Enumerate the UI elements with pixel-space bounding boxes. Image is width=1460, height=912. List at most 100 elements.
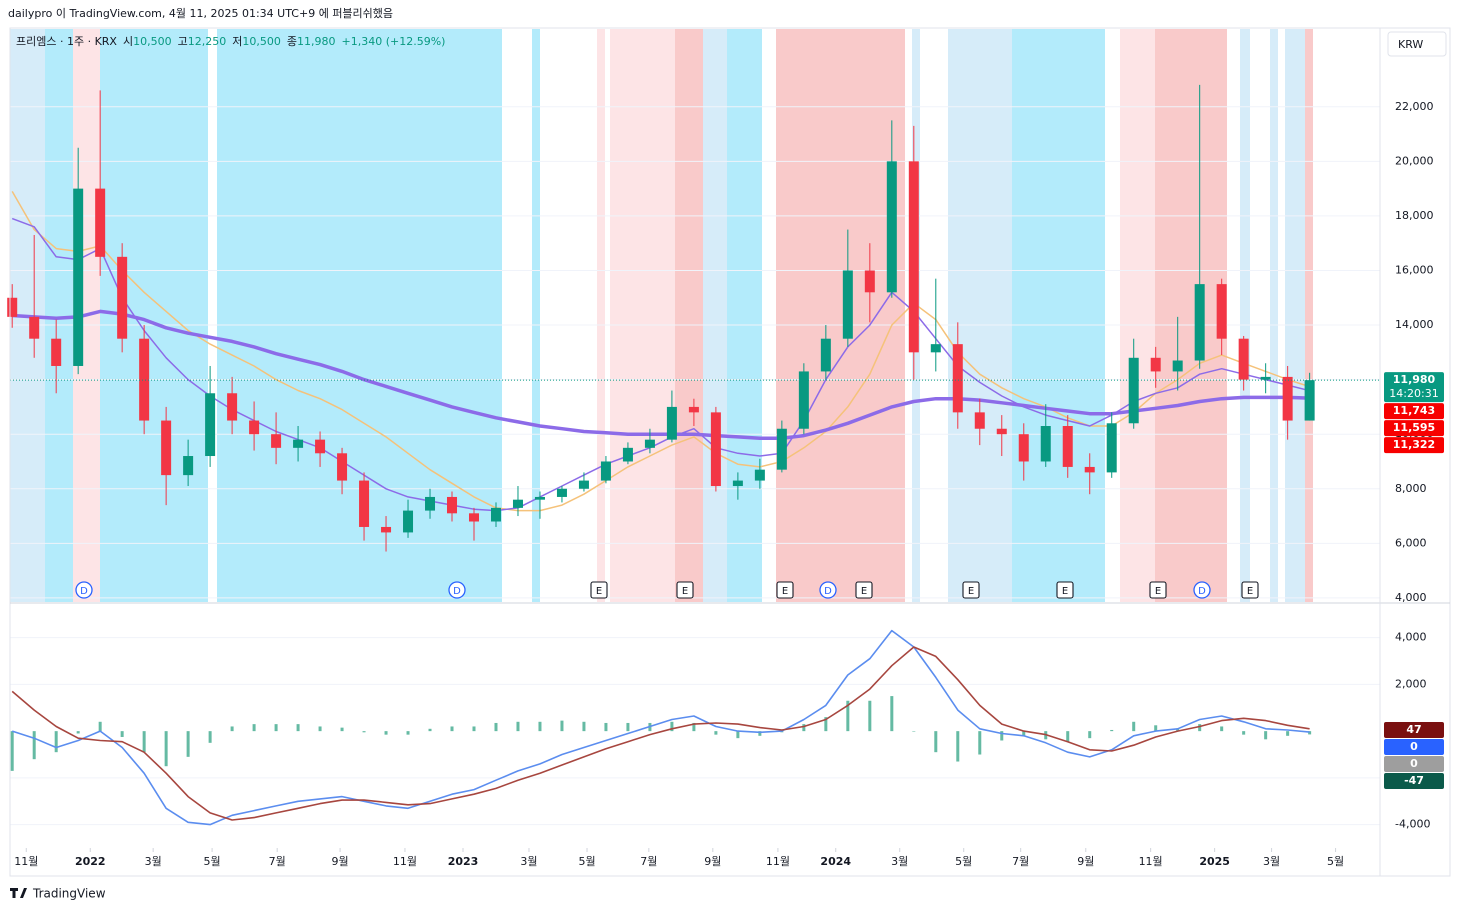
x-tick-label: 7월 xyxy=(269,855,286,868)
histogram-bar xyxy=(384,731,388,735)
price-badge-label: 47 xyxy=(1406,723,1421,736)
price-badge-label: -47 xyxy=(1404,774,1424,787)
histogram-bar xyxy=(912,731,916,732)
histogram-bar xyxy=(1088,731,1092,739)
candle-body xyxy=(710,412,721,487)
candle-body xyxy=(534,496,545,500)
price-badge xyxy=(1384,722,1444,739)
event-marker xyxy=(1241,581,1259,599)
histogram-bar xyxy=(252,724,256,732)
moving-average-line xyxy=(11,191,1310,512)
candle-body xyxy=(161,420,172,476)
histogram-bar xyxy=(98,721,102,732)
x-tick-label: 11월 xyxy=(766,855,790,868)
price-badge xyxy=(1384,739,1444,756)
histogram-bar xyxy=(340,727,344,732)
histogram-bar xyxy=(846,700,850,732)
candle-body xyxy=(622,447,633,462)
histogram-bar xyxy=(230,726,234,732)
y-tick-label: 18,000 xyxy=(1395,209,1434,222)
candle-body xyxy=(117,256,128,339)
signal-band xyxy=(776,29,905,602)
x-tick-label: 5월 xyxy=(204,855,221,868)
histogram-bar xyxy=(890,696,894,732)
signal-band xyxy=(1120,29,1155,602)
price-badge-label: 11,743 xyxy=(1393,404,1435,417)
candle-body xyxy=(468,513,479,522)
histogram-bar xyxy=(802,724,806,732)
candle-body xyxy=(139,338,150,421)
candle-body xyxy=(29,316,40,339)
open-label: 시 xyxy=(123,35,133,48)
event-label: E xyxy=(1062,586,1068,597)
candle-body xyxy=(842,270,853,339)
candle-body xyxy=(315,439,326,454)
candle-body xyxy=(293,439,304,448)
histogram-bar xyxy=(516,721,520,732)
y-tick-label: 8,000 xyxy=(1395,482,1427,495)
macd-line xyxy=(11,629,1310,826)
histogram-bar xyxy=(1154,725,1158,732)
candle-body xyxy=(1128,357,1139,424)
histogram-bar xyxy=(318,726,322,732)
y-tick-label: -4,000 xyxy=(1395,818,1430,831)
histogram-bar xyxy=(428,728,432,732)
signal-band xyxy=(727,29,762,602)
candle-body xyxy=(600,461,611,481)
candle-body xyxy=(886,161,897,293)
candle-body xyxy=(447,496,458,514)
candle-body xyxy=(1194,284,1205,361)
histogram-bar xyxy=(1132,721,1136,732)
change: +1,340 (+12.59%) xyxy=(341,35,445,48)
candle-body xyxy=(490,507,501,522)
price-badge-label: 0 xyxy=(1410,757,1418,770)
histogram-bar xyxy=(1000,731,1004,741)
histogram-bar xyxy=(560,720,564,732)
event-marker xyxy=(590,581,608,599)
x-tick-label: 2022 xyxy=(75,855,106,868)
histogram-bar xyxy=(538,721,542,732)
histogram-bar xyxy=(1286,731,1290,736)
candle-body xyxy=(776,428,787,470)
candle-body xyxy=(51,338,62,366)
histogram-bar xyxy=(1066,731,1070,742)
histogram-bar xyxy=(1176,728,1180,732)
histogram-bar xyxy=(406,731,410,735)
price-badge-label: 11,595 xyxy=(1393,421,1435,434)
event-marker xyxy=(776,581,794,599)
low-label: 저 xyxy=(232,35,242,48)
currency-button[interactable] xyxy=(1387,31,1447,57)
event-marker xyxy=(1149,581,1167,599)
signal-band xyxy=(597,29,605,602)
candle-body xyxy=(578,480,589,489)
price-badge xyxy=(1384,372,1444,403)
candle-body xyxy=(1150,357,1161,372)
price-badge xyxy=(1384,403,1444,420)
symbol: 프리엠스 · 1주 · KRX xyxy=(16,35,117,48)
candle-body xyxy=(1106,423,1117,473)
signal-band xyxy=(703,29,727,602)
candle-body xyxy=(1216,284,1227,339)
x-tick-label: 3월 xyxy=(520,855,537,868)
candle-body xyxy=(183,456,194,476)
y-tick-label: 4,000 xyxy=(1395,631,1427,644)
event-label: D xyxy=(80,586,88,597)
histogram-bar xyxy=(934,731,938,753)
histogram-bar xyxy=(978,731,982,755)
y-tick-label: 2,000 xyxy=(1395,677,1427,690)
candle-body xyxy=(271,434,282,448)
signal-band xyxy=(1270,29,1278,602)
candle-body xyxy=(798,371,809,429)
candle-body xyxy=(930,344,941,353)
candle-body xyxy=(864,270,875,293)
event-marker xyxy=(819,581,837,599)
event-label: D xyxy=(824,586,832,597)
currency[interactable]: KRW xyxy=(1398,38,1423,51)
plot: 4,0006,0008,00010,00012,00014,00016,0001… xyxy=(7,84,1444,868)
brand-logo xyxy=(10,888,27,898)
y-tick-label: 14,000 xyxy=(1395,318,1434,331)
candle-body xyxy=(249,420,260,435)
y-tick-label: 22,000 xyxy=(1395,100,1434,113)
x-tick-label: 9월 xyxy=(332,855,349,868)
histogram-bar xyxy=(362,731,366,733)
